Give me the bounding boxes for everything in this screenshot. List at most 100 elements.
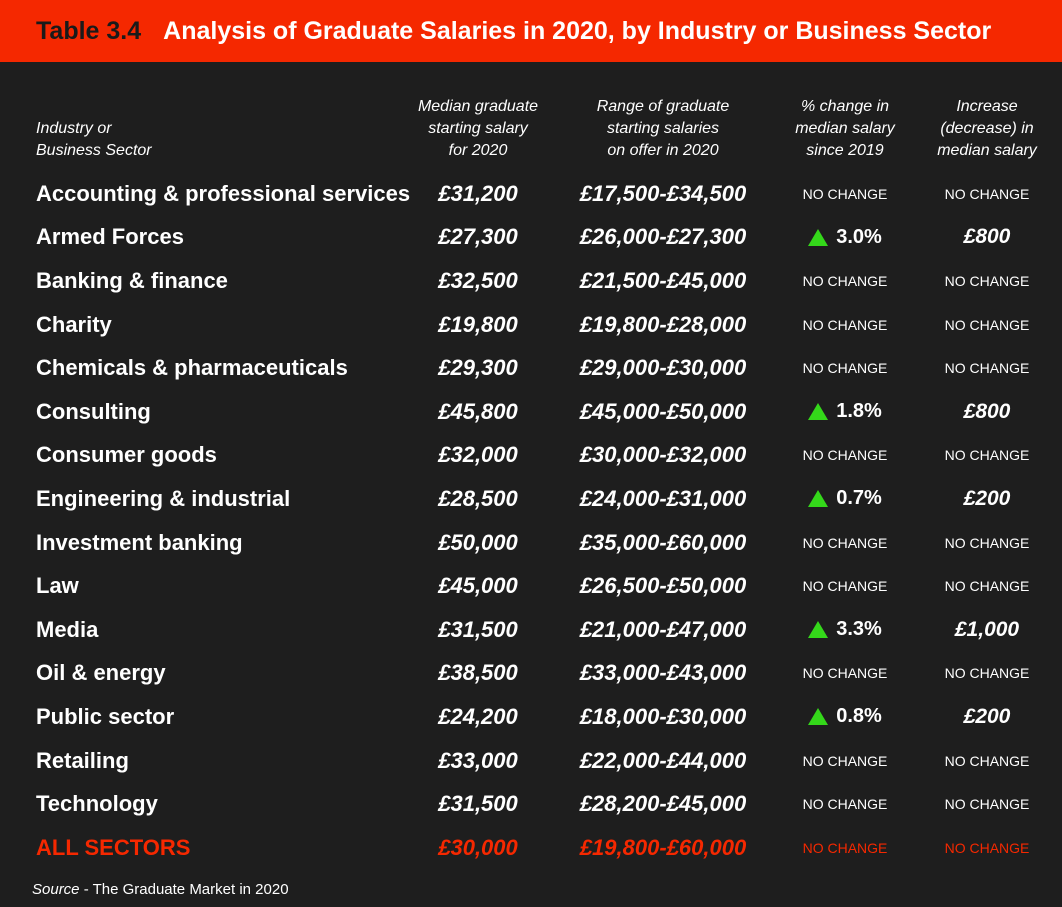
percent-change-value: 0.7% <box>836 487 882 510</box>
salary-range-cell-value: £33,000-£43,000 <box>579 660 747 686</box>
sector-cell-value: Retailing <box>36 747 129 773</box>
percent-change-value: NO CHANGE <box>802 185 888 202</box>
percent-change-value: NO CHANGE <box>802 360 888 377</box>
salary-range-cell: £33,000-£43,000 <box>563 652 763 696</box>
salary-range-cell-value: £19,800-£60,000 <box>579 834 747 860</box>
percent-change-value: NO CHANGE <box>802 534 888 551</box>
salary-increase-cell: NO CHANGE <box>922 564 1052 608</box>
percent-change: 3.3% <box>808 618 882 641</box>
table-row-total: ALL SECTORS £30,000 £19,800-£60,000 NO CHAN… <box>0 826 1062 870</box>
salary-increase-cell-value: NO CHANGE <box>944 796 1030 813</box>
salary-increase-cell: £800 <box>922 216 1052 260</box>
median-salary-cell: £24,200 <box>418 695 538 739</box>
percent-change-cell: NO CHANGE <box>780 826 910 870</box>
salary-range-cell: £22,000-£44,000 <box>563 739 763 783</box>
salary-increase-cell: NO CHANGE <box>922 346 1052 390</box>
salary-range-cell: £45,000-£50,000 <box>563 390 763 434</box>
salary-increase-cell-value: £800 <box>963 399 1011 423</box>
median-salary-cell-value: £38,500 <box>438 660 518 686</box>
salary-range-cell-value: £22,000-£44,000 <box>579 747 747 773</box>
salary-increase-cell: NO CHANGE <box>922 259 1052 303</box>
salary-increase-cell-value: NO CHANGE <box>944 185 1030 202</box>
salary-range-cell: £19,800-£60,000 <box>563 826 763 870</box>
percent-change-value: 1.8% <box>836 400 882 423</box>
salary-range-cell-value: £28,200-£45,000 <box>579 791 747 817</box>
table-row: Banking & finance £32,500 £21,500-£45,000 N… <box>0 259 1062 303</box>
table-row: Technology £31,500 £28,200-£45,000 NO CHANG… <box>0 782 1062 826</box>
salary-increase-cell-value: £200 <box>963 704 1011 728</box>
sector-cell-value: Oil & energy <box>36 660 166 686</box>
sector-cell: Media <box>36 608 98 652</box>
salary-increase-cell: NO CHANGE <box>922 303 1052 347</box>
salary-increase-cell-value: NO CHANGE <box>944 665 1030 682</box>
salary-range-cell: £24,000-£31,000 <box>563 477 763 521</box>
median-salary-cell-value: £32,500 <box>438 267 518 293</box>
median-salary-cell: £31,500 <box>418 782 538 826</box>
median-salary-cell-value: £31,500 <box>438 791 518 817</box>
sector-cell: Consumer goods <box>36 434 217 478</box>
salary-increase-cell: £1,000 <box>922 608 1052 652</box>
salary-increase-cell-value: NO CHANGE <box>944 447 1030 464</box>
percent-change-cell-value: NO CHANGE <box>802 839 888 856</box>
source-note: Source - The Graduate Market in 2020 <box>32 881 289 898</box>
table-row: Armed Forces £27,300 £26,000-£27,300 3.0% £8… <box>0 216 1062 260</box>
salary-range-cell-value: £24,000-£31,000 <box>579 485 747 511</box>
sector-cell: Accounting & professional services <box>36 172 410 216</box>
salary-increase-cell: £200 <box>922 695 1052 739</box>
salary-increase-cell-value: NO CHANGE <box>944 752 1030 769</box>
sector-cell-value: Accounting & professional services <box>36 180 411 206</box>
percent-change-cell: NO CHANGE <box>780 521 910 565</box>
median-salary-cell: £29,300 <box>418 346 538 390</box>
source-label: Source <box>32 881 80 898</box>
table-row: Accounting & professional services £31,20… <box>0 172 1062 216</box>
percent-change-cell: NO CHANGE <box>780 346 910 390</box>
salary-increase-cell-value: £1,000 <box>954 617 1020 641</box>
percent-change-cell: NO CHANGE <box>780 434 910 478</box>
percent-change-value: 3.3% <box>836 618 882 641</box>
percent-change-value: NO CHANGE <box>802 316 888 333</box>
median-salary-cell: £45,800 <box>418 390 538 434</box>
salary-range-cell: £28,200-£45,000 <box>563 782 763 826</box>
percent-change-cell: NO CHANGE <box>780 564 910 608</box>
percent-change-value: NO CHANGE <box>802 665 888 682</box>
median-salary-cell-value: £19,800 <box>438 311 518 337</box>
table-row: Investment banking £50,000 £35,000-£60,000… <box>0 521 1062 565</box>
percent-change-cell: 3.0% <box>780 216 910 260</box>
page-title: Analysis of Graduate Salaries in 2020, b… <box>163 16 992 45</box>
salary-range-cell: £21,500-£45,000 <box>563 259 763 303</box>
sector-cell: Charity <box>36 303 112 347</box>
sector-cell-value: ALL SECTORS <box>36 834 191 860</box>
up-arrow-icon <box>808 490 829 508</box>
salary-range-cell-value: £30,000-£32,000 <box>579 442 747 468</box>
median-salary-cell: £45,000 <box>418 564 538 608</box>
percent-change-cell: NO CHANGE <box>780 259 910 303</box>
percent-change-cell: NO CHANGE <box>780 652 910 696</box>
median-salary-cell-value: £31,500 <box>438 616 518 642</box>
salary-range-cell-value: £45,000-£50,000 <box>579 398 747 424</box>
sector-cell-value: Consumer goods <box>36 442 217 468</box>
median-salary-cell-value: £27,300 <box>438 224 518 250</box>
salary-increase-cell: NO CHANGE <box>922 782 1052 826</box>
salary-range-cell-value: £21,000-£47,000 <box>579 616 747 642</box>
median-salary-cell-value: £24,200 <box>438 703 518 729</box>
salary-range-cell: £30,000-£32,000 <box>563 434 763 478</box>
table-row: Chemicals & pharmaceuticals £29,300 £29,00… <box>0 346 1062 390</box>
sector-cell: Investment banking <box>36 521 243 565</box>
percent-change-value: NO CHANGE <box>802 272 888 289</box>
percent-change-cell: 3.3% <box>780 608 910 652</box>
column-header-range: Range of graduate starting salaries on o… <box>596 98 730 159</box>
salary-range-cell-value: £26,000-£27,300 <box>579 224 747 250</box>
table-row: Media £31,500 £21,000-£47,000 3.3% £1,000 <box>0 608 1062 652</box>
salary-range-cell: £26,500-£50,000 <box>563 564 763 608</box>
median-salary-cell-value: £31,200 <box>438 180 518 206</box>
column-header-increase: Increase (decrease) in median salary <box>937 98 1037 159</box>
median-salary-cell-value: £45,000 <box>438 573 518 599</box>
table-row: Engineering & industrial £28,500 £24,000-£… <box>0 477 1062 521</box>
sector-cell-value: Armed Forces <box>36 224 184 250</box>
table-row: Oil & energy £38,500 £33,000-£43,000 NO CHA… <box>0 652 1062 696</box>
table-body: Accounting & professional services £31,20… <box>0 172 1062 870</box>
table-row: Law £45,000 £26,500-£50,000 NO CHANGE NO CHA… <box>0 564 1062 608</box>
median-salary-cell-value: £45,800 <box>438 398 518 424</box>
source-text: - The Graduate Market in 2020 <box>79 881 289 898</box>
salary-increase-cell: £800 <box>922 390 1052 434</box>
